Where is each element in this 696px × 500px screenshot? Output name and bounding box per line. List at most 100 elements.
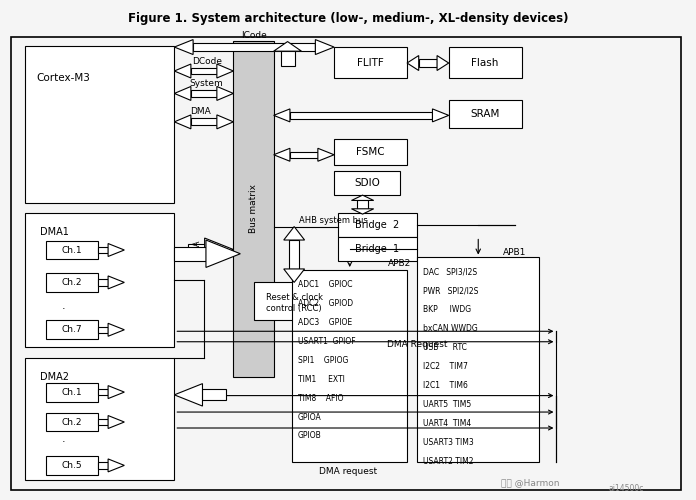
- FancyBboxPatch shape: [46, 240, 98, 260]
- FancyBboxPatch shape: [98, 279, 108, 285]
- FancyBboxPatch shape: [46, 382, 98, 402]
- Text: SDIO: SDIO: [354, 178, 380, 188]
- Polygon shape: [274, 109, 290, 122]
- Text: SPI1    GPIOG: SPI1 GPIOG: [298, 356, 349, 364]
- Text: .: .: [61, 434, 65, 444]
- FancyBboxPatch shape: [193, 44, 315, 51]
- Polygon shape: [206, 240, 240, 268]
- Polygon shape: [108, 244, 125, 256]
- Polygon shape: [437, 56, 449, 70]
- Text: AHB system bus: AHB system bus: [299, 216, 368, 225]
- Text: 知乎 @Harmon: 知乎 @Harmon: [501, 478, 560, 488]
- Polygon shape: [274, 148, 290, 161]
- FancyBboxPatch shape: [98, 247, 108, 253]
- Text: control (RCC): control (RCC): [267, 304, 322, 313]
- Polygon shape: [108, 416, 125, 428]
- Text: Ch.7: Ch.7: [61, 326, 82, 334]
- Text: USART2 TIM2: USART2 TIM2: [423, 457, 473, 466]
- Polygon shape: [205, 238, 233, 261]
- FancyBboxPatch shape: [25, 358, 174, 480]
- FancyBboxPatch shape: [46, 320, 98, 340]
- Polygon shape: [174, 64, 191, 78]
- Text: Ch.1: Ch.1: [61, 388, 82, 396]
- Text: DMA request: DMA request: [319, 468, 377, 476]
- Polygon shape: [432, 109, 449, 122]
- Polygon shape: [407, 56, 419, 70]
- Polygon shape: [284, 269, 305, 282]
- Text: DMA1: DMA1: [40, 226, 69, 236]
- Text: Bridge  2: Bridge 2: [356, 220, 400, 230]
- Polygon shape: [108, 276, 125, 289]
- Polygon shape: [284, 226, 305, 240]
- FancyBboxPatch shape: [338, 212, 418, 236]
- FancyBboxPatch shape: [191, 118, 217, 126]
- FancyBboxPatch shape: [334, 47, 407, 78]
- Text: USART3 TIM3: USART3 TIM3: [423, 438, 474, 447]
- Text: DMA2: DMA2: [40, 372, 70, 382]
- Polygon shape: [108, 459, 125, 472]
- Text: FLITF: FLITF: [357, 58, 384, 68]
- Text: Reset & clock: Reset & clock: [266, 292, 323, 302]
- Text: DMA Request: DMA Request: [387, 340, 448, 349]
- Text: ADC2    GPIOD: ADC2 GPIOD: [298, 299, 353, 308]
- Polygon shape: [315, 40, 334, 54]
- Polygon shape: [274, 42, 301, 51]
- FancyBboxPatch shape: [174, 247, 206, 260]
- Text: USB      RTC: USB RTC: [423, 343, 467, 352]
- Text: BKP     IWDG: BKP IWDG: [423, 306, 471, 314]
- FancyBboxPatch shape: [46, 456, 98, 475]
- Text: I2C1    TIM6: I2C1 TIM6: [423, 381, 468, 390]
- Text: TIM1     EXTI: TIM1 EXTI: [298, 374, 345, 384]
- Text: Flash: Flash: [471, 58, 499, 68]
- Text: ADC1    GPIOC: ADC1 GPIOC: [298, 280, 352, 289]
- Text: DMA: DMA: [192, 240, 201, 260]
- FancyBboxPatch shape: [188, 244, 205, 255]
- FancyBboxPatch shape: [290, 112, 432, 118]
- Text: DMA: DMA: [189, 108, 210, 116]
- Text: Bus matrix: Bus matrix: [249, 184, 258, 234]
- Text: UART4  TIM4: UART4 TIM4: [423, 419, 471, 428]
- Polygon shape: [174, 115, 191, 129]
- Text: Ch.5: Ch.5: [61, 461, 82, 470]
- FancyBboxPatch shape: [449, 100, 522, 128]
- FancyBboxPatch shape: [203, 389, 226, 400]
- Polygon shape: [174, 86, 191, 101]
- Text: SRAM: SRAM: [470, 109, 500, 119]
- FancyBboxPatch shape: [357, 200, 368, 209]
- FancyBboxPatch shape: [11, 36, 681, 490]
- FancyBboxPatch shape: [418, 258, 539, 462]
- Polygon shape: [318, 148, 334, 161]
- Text: FSMC: FSMC: [356, 147, 385, 157]
- FancyBboxPatch shape: [191, 68, 217, 74]
- FancyBboxPatch shape: [334, 139, 407, 165]
- FancyBboxPatch shape: [290, 152, 318, 158]
- Text: GPIOA: GPIOA: [298, 412, 322, 422]
- Text: Ch.1: Ch.1: [61, 246, 82, 254]
- Text: Ch.2: Ch.2: [62, 278, 82, 287]
- Text: UART5  TIM5: UART5 TIM5: [423, 400, 471, 409]
- FancyBboxPatch shape: [25, 212, 174, 347]
- Polygon shape: [174, 40, 193, 54]
- FancyBboxPatch shape: [98, 389, 108, 396]
- Text: DAC   SPI3/I2S: DAC SPI3/I2S: [423, 268, 477, 276]
- Text: ICode: ICode: [242, 31, 267, 40]
- FancyBboxPatch shape: [98, 326, 108, 333]
- FancyBboxPatch shape: [98, 462, 108, 468]
- FancyBboxPatch shape: [233, 40, 274, 377]
- Polygon shape: [174, 384, 203, 406]
- Polygon shape: [108, 324, 125, 336]
- Text: DCode: DCode: [191, 56, 222, 66]
- FancyBboxPatch shape: [338, 237, 418, 261]
- FancyBboxPatch shape: [280, 51, 294, 66]
- Text: bxCAN WWDG: bxCAN WWDG: [423, 324, 477, 334]
- Polygon shape: [351, 209, 374, 214]
- Text: APB1: APB1: [503, 248, 526, 257]
- FancyBboxPatch shape: [46, 412, 98, 432]
- Text: Bridge  1: Bridge 1: [356, 244, 400, 254]
- FancyBboxPatch shape: [449, 47, 522, 78]
- Text: USART1  GPIOF: USART1 GPIOF: [298, 337, 356, 346]
- Text: ADC3    GPIOE: ADC3 GPIOE: [298, 318, 352, 327]
- Text: ai14500c: ai14500c: [608, 484, 644, 493]
- FancyBboxPatch shape: [289, 240, 299, 269]
- FancyBboxPatch shape: [46, 273, 98, 292]
